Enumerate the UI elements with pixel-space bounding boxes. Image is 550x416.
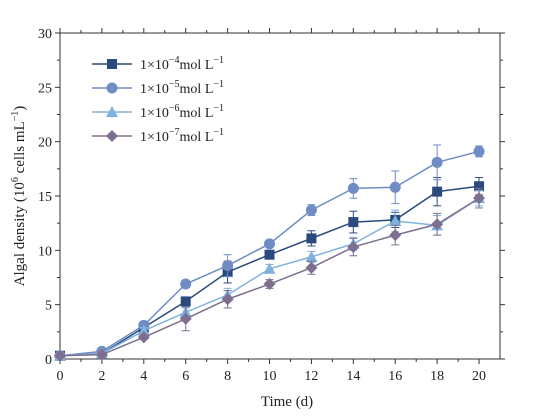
x-tick-label: 0 [57,369,64,384]
data-point [221,293,234,306]
x-tick-label: 20 [472,369,486,384]
data-point [180,296,191,307]
data-point [431,156,443,168]
legend-label: 1×10−7mol L−1 [140,127,224,145]
series-3 [54,190,486,361]
data-point [305,261,318,274]
x-tick-label: 4 [140,369,147,384]
y-tick-label: 10 [38,244,52,259]
data-point [432,186,443,197]
data-point [473,145,485,157]
data-point [347,241,360,254]
y-axis-title: Algal density (106 cells mL−1) [10,106,28,287]
y-axis-title-exp1: 6 [10,177,21,182]
data-series [54,144,486,362]
x-tick-label: 14 [346,369,360,384]
y-tick-label: 25 [38,81,52,96]
legend: 1×10−4mol L−1 1×10−5mol L−1 1×10−6mol L−1 1… [92,55,224,145]
data-point [305,204,317,216]
legend-item-3: 1×10−6mol L−1 [92,103,224,121]
series-line [59,197,480,357]
data-point [389,229,402,242]
y-axis-title-prefix: Algal density (10 [12,182,28,286]
series-line [59,197,480,357]
data-point [389,214,402,226]
y-tick-label: 5 [45,299,52,314]
data-point [179,312,192,325]
x-axis-title: Time (d) [261,394,313,410]
legend-item-2: 1×10−5mol L−1 [92,79,224,97]
data-point [95,348,108,361]
data-point [473,192,486,205]
data-point [54,349,66,362]
legend-label: 1×10−4mol L−1 [140,55,224,73]
series-4 [54,187,486,362]
x-tick-label: 6 [182,369,189,384]
data-point [180,278,192,290]
y-axis-title-exp2: −1 [10,111,21,122]
y-tick-label: 15 [38,190,52,205]
x-tick-label: 18 [430,369,444,384]
legend-marker [106,106,118,117]
data-point [263,278,276,291]
x-tick-label: 2 [98,369,105,384]
data-point [264,238,276,250]
y-tick-label: 30 [38,27,52,42]
legend-item-1: 1×10−4mol L−1 [92,55,224,73]
legend-marker [107,59,117,69]
y-tick-label: 0 [45,353,52,368]
data-point [348,217,359,228]
data-point [389,181,401,193]
y-axis-title-middle: cells mL [12,121,28,177]
x-tick-label: 8 [224,369,231,384]
legend-marker [106,130,118,142]
legend-label: 1×10−6mol L−1 [140,103,224,121]
legend-label: 1×10−5mol L−1 [140,79,224,97]
data-point [474,181,485,192]
x-tick-label: 12 [304,369,318,384]
x-tick-label: 16 [388,369,402,384]
y-axis-title-suffix: ) [12,106,28,111]
data-point [263,262,276,274]
data-point [137,324,150,336]
x-tick-label: 10 [263,369,277,384]
data-point [347,182,359,194]
y-tick-label: 20 [38,136,52,151]
axis-ticks: 0 2 4 6 8 10 12 14 16 18 20 0 5 10 15 20 25 30 [38,27,505,384]
legend-item-4: 1×10−7mol L−1 [92,127,224,145]
data-point [137,331,150,344]
data-point [222,260,234,272]
data-point [431,218,444,231]
data-point [306,233,317,244]
data-point [305,250,318,262]
legend-marker [106,82,118,94]
data-point [264,249,275,260]
